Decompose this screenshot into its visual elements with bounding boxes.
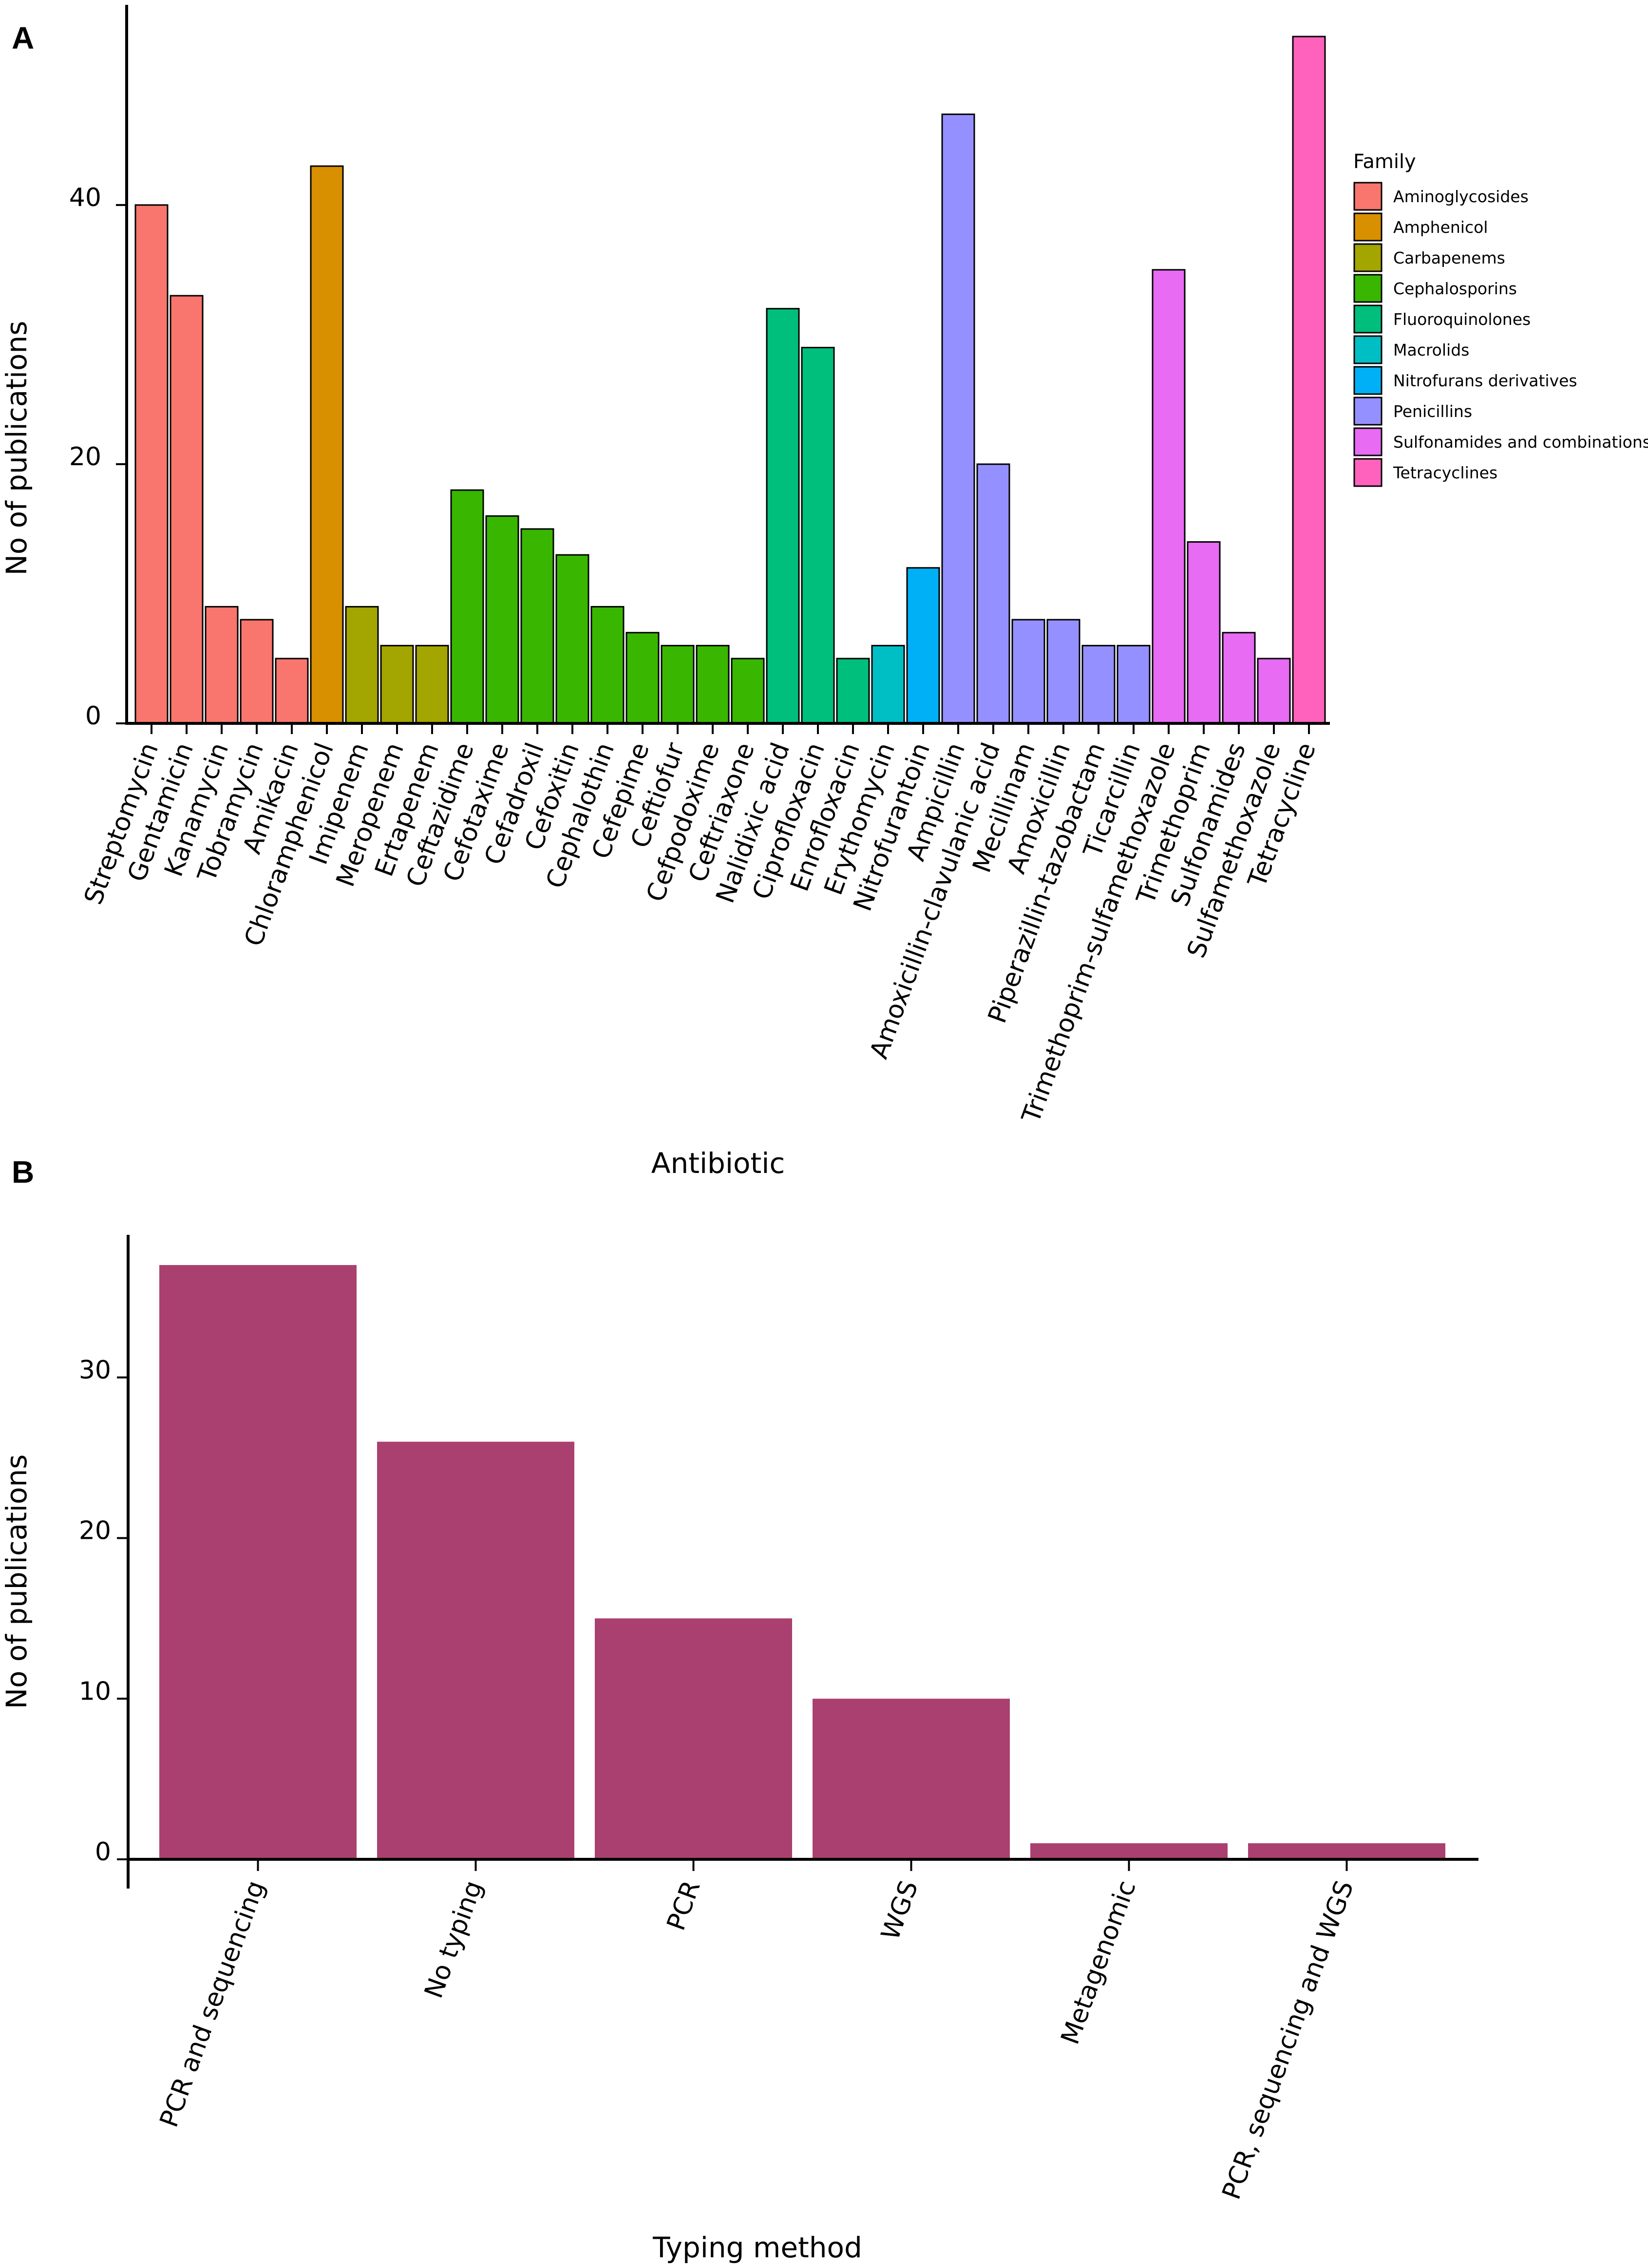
bar-ciprofloxacin	[801, 346, 835, 724]
bar-cephalothin	[590, 606, 625, 724]
legend-swatch-sulfonamides-and-combinations	[1353, 427, 1383, 456]
bar-nitrofurantoin	[906, 567, 940, 724]
panel-b-y-axis-title: No of publications	[0, 1454, 33, 1709]
legend-label-sulfonamides-and-combinations: Sulfonamides and combinations	[1393, 433, 1648, 452]
panel-a-bars	[134, 36, 1326, 724]
legend-swatch-carbapenems	[1353, 243, 1383, 272]
bar-ertapenem	[415, 644, 449, 724]
legend-swatch-aminoglycosides	[1353, 182, 1383, 211]
panel-b-x-axis-title: Typing method	[652, 2231, 862, 2264]
bar-tobramycin	[240, 619, 274, 724]
legend-label-tetracyclines: Tetracyclines	[1393, 463, 1497, 482]
y-tick-label: 40	[69, 183, 101, 212]
x-tick-label-pcr-and-sequencing: PCR and sequencing	[154, 1877, 271, 2131]
legend-swatch-penicillins	[1353, 397, 1383, 426]
legend-title: Family	[1353, 151, 1416, 173]
bar-cefpodoxime	[696, 644, 730, 724]
bar-meropenem	[380, 644, 414, 724]
panel-a-label: A	[12, 20, 34, 56]
legend-label-fluoroquinolones: Fluoroquinolones	[1393, 310, 1531, 329]
legend-label-penicillins: Penicillins	[1393, 402, 1472, 421]
bar-cefoxitin	[555, 554, 589, 724]
panel-b-y-ticks: 0 10 20 30	[79, 1356, 128, 1867]
bar-metagenomic	[1030, 1843, 1228, 1859]
panel-a-y-ticks: 0 20 40	[69, 183, 127, 731]
bar-no-typing	[377, 1441, 574, 1859]
y-tick-label: 20	[69, 442, 101, 472]
y-tick-label: 0	[95, 1837, 111, 1867]
x-tick-label-pcr: PCR	[662, 1877, 706, 1934]
bar-nalidixic-acid	[766, 308, 800, 724]
y-tick-label: 20	[79, 1516, 111, 1546]
legend-swatch-tetracyclines	[1353, 458, 1383, 487]
panel-b-x-tick-labels: PCR and sequencing No typing PCR WGS Metagen…	[154, 1859, 1360, 2203]
bar-amoxicillin-clavulanic-acid	[976, 463, 1010, 724]
legend-swatch-nitrofurans-derivatives	[1353, 366, 1383, 395]
panel-a-x-tick-labels: StreptomycinGentamicinKanamycinTobramyci…	[79, 723, 1322, 1127]
bar-imipenem	[345, 606, 379, 724]
panel-a-legend: Family Aminoglycosides Amphenicol Carbapen…	[1353, 151, 1648, 487]
bar-sulfonamides	[1222, 632, 1256, 724]
legend-label-aminoglycosides: Aminoglycosides	[1393, 187, 1529, 206]
panel-b-label: B	[12, 1154, 34, 1190]
panel-b-bars	[159, 1265, 1445, 1859]
bar-erythomycin	[871, 644, 905, 724]
bar-pcr-and-sequencing	[159, 1265, 357, 1859]
legend-label-carbapenems: Carbapenems	[1393, 248, 1505, 267]
legend-swatch-macrolids	[1353, 335, 1383, 364]
bar-trimethoprim-sulfamethoxazole	[1152, 269, 1186, 724]
bar-pcr-sequencing-and-wgs	[1248, 1843, 1445, 1859]
legend-label-nitrofurans-derivatives: Nitrofurans derivatives	[1393, 371, 1577, 390]
bar-pcr	[595, 1618, 792, 1859]
bar-enrofloxacin	[836, 658, 870, 724]
y-tick-label: 0	[85, 701, 101, 731]
bar-streptomycin	[134, 204, 169, 724]
bar-ampicillin	[941, 113, 975, 724]
legend-label-macrolids: Macrolids	[1393, 340, 1469, 359]
bar-ceftiofur	[661, 644, 695, 724]
bar-ticarcillin	[1117, 644, 1151, 724]
y-tick-label: 10	[79, 1677, 111, 1706]
bar-sulfamethoxazole	[1257, 658, 1291, 724]
x-tick-label-pcr-sequencing-and-wgs: PCR, sequencing and WGS	[1217, 1877, 1360, 2203]
legend-swatch-cephalosporins	[1353, 274, 1383, 303]
panel-a-y-axis-title: No of publications	[0, 321, 33, 575]
bar-cefadroxil	[520, 528, 554, 724]
bar-cefepime	[625, 632, 660, 724]
bar-wgs	[813, 1699, 1010, 1859]
bar-chloramphenicol	[310, 165, 344, 724]
bar-ceftazidime	[450, 489, 484, 724]
bar-mecillinam	[1011, 619, 1045, 724]
x-tick-label-metagenomic: Metagenomic	[1056, 1877, 1142, 2048]
bar-tetracycline	[1292, 36, 1326, 724]
legend-swatch-fluoroquinolones	[1353, 304, 1383, 334]
bar-gentamicin	[170, 295, 204, 724]
bar-cefotaxime	[485, 515, 519, 724]
bar-kanamycin	[205, 606, 239, 724]
panel-a-x-axis-title: Antibiotic	[651, 1147, 785, 1180]
x-tick-label-no-typing: No typing	[419, 1877, 489, 2002]
legend-label-amphenicol: Amphenicol	[1393, 218, 1488, 237]
legend-label-cephalosporins: Cephalosporins	[1393, 279, 1517, 298]
x-tick-label-wgs: WGS	[876, 1877, 924, 1944]
bar-amoxicillin	[1046, 619, 1080, 724]
bar-trimethoprim	[1187, 541, 1221, 724]
bar-amikacin	[275, 658, 309, 724]
y-tick-label: 30	[79, 1356, 111, 1385]
bar-piperazillin-tazobactam	[1081, 644, 1116, 724]
bar-ceftriaxone	[731, 658, 765, 724]
legend-swatch-amphenicol	[1353, 212, 1383, 242]
